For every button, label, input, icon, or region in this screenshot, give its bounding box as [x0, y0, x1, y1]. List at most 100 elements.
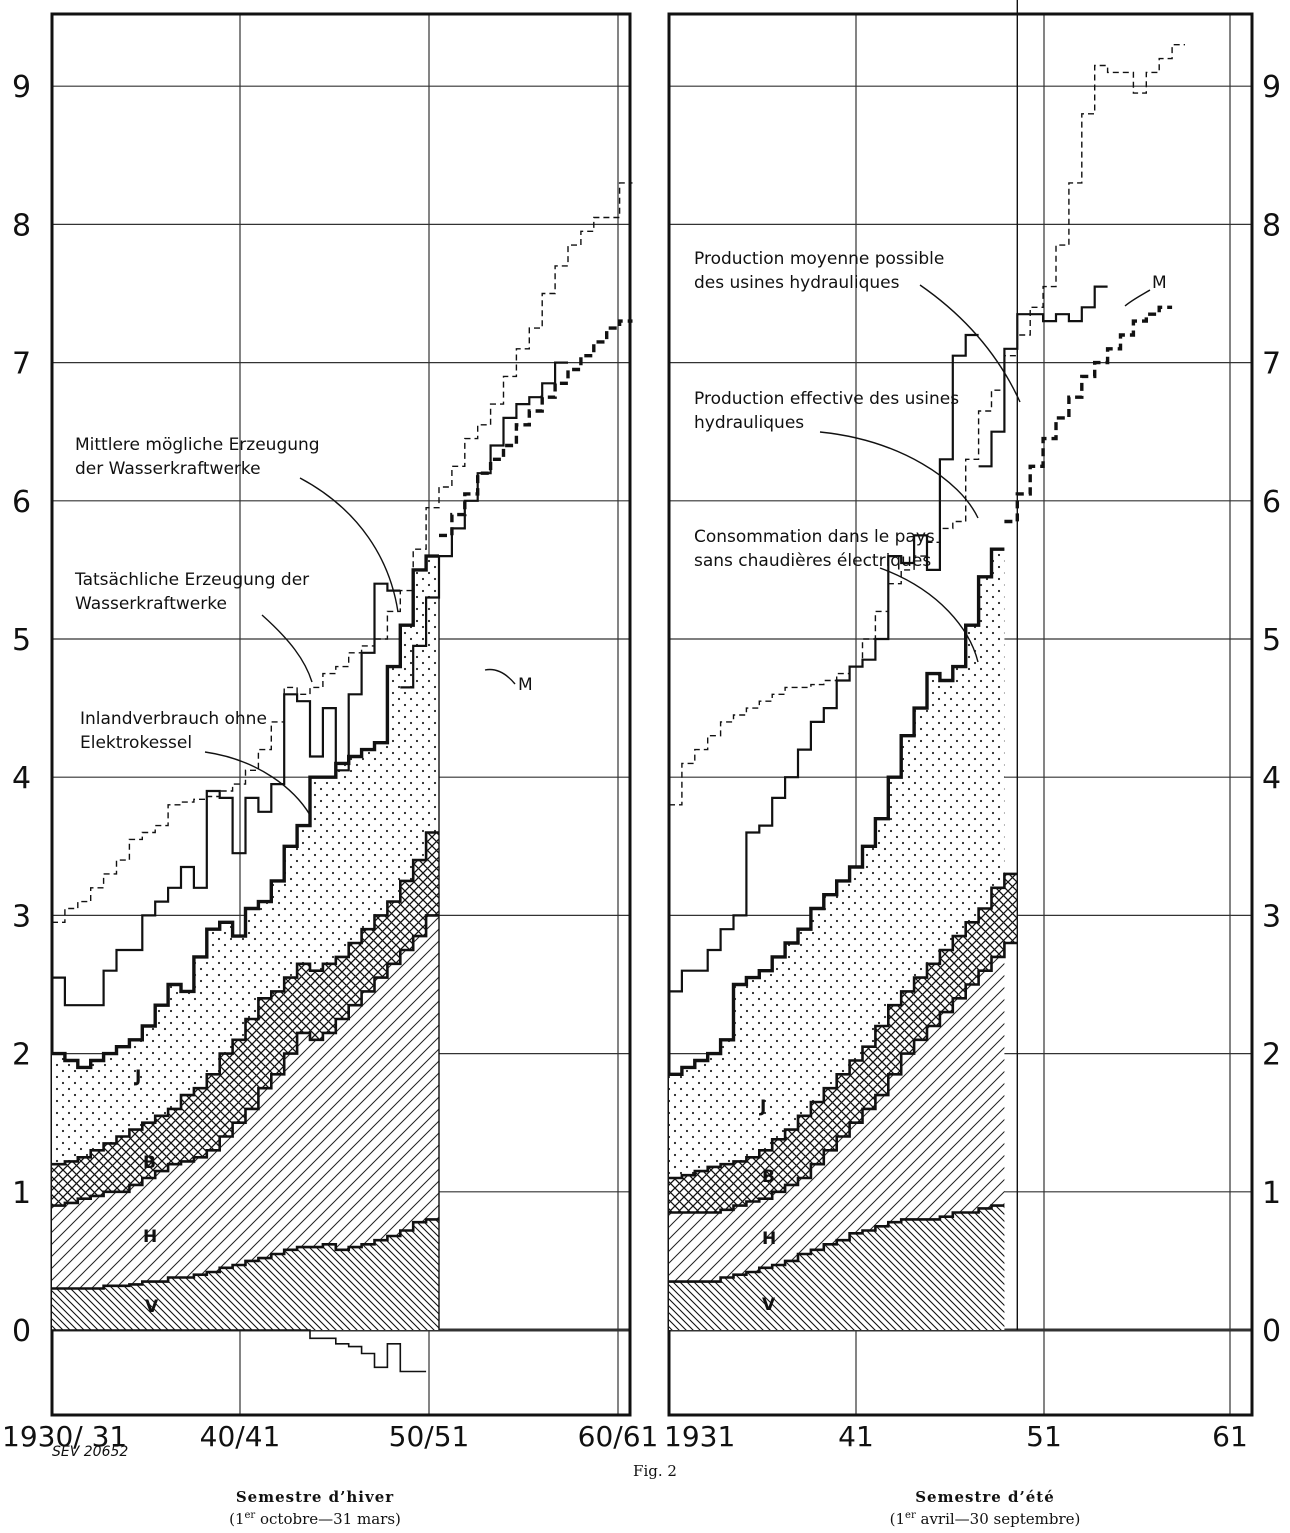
annotation-line: der Wasserkraftwerke	[75, 459, 261, 479]
y-tick-left-3: 3	[12, 899, 31, 934]
segment-label-H: H	[762, 1229, 776, 1249]
annotation-line: Tatsächliche Erzeugung der	[74, 570, 309, 590]
annotation-arrow	[819, 431, 979, 519]
line-V	[52, 1218, 439, 1290]
annotation-arrow	[204, 751, 311, 816]
annotation-arrow	[484, 668, 516, 685]
y-tick-left-1: 1	[12, 1176, 31, 1211]
segment-label-V: V	[145, 1297, 159, 1317]
y-tick-left-2: 2	[12, 1038, 31, 1073]
line-H	[52, 914, 439, 1207]
y-tick-right-8: 8	[1262, 208, 1281, 243]
annotation-3: M	[1152, 273, 1167, 293]
winter-caption-title: Semestre d’hiver	[236, 1488, 394, 1506]
annotation-line: hydrauliques	[694, 413, 804, 433]
annotation-0: Production moyenne possible des usines hy…	[694, 249, 944, 293]
y-tick-right-1: 1	[1262, 1176, 1281, 1211]
band-H	[52, 915, 439, 1289]
summer-panel: 1931 41 51 61 J B H V Production moyenne possibl…	[664, 0, 1254, 1453]
band-J	[52, 556, 439, 1165]
figure-code: SEV 20652	[52, 1444, 128, 1460]
segment-label-B: B	[762, 1167, 775, 1187]
summer-caption-open: (1	[890, 1510, 905, 1528]
y-tick-right-3: 3	[1262, 899, 1281, 934]
x-tick-2: 51	[1026, 1420, 1062, 1453]
x-tick-3: 60/61	[578, 1420, 659, 1453]
winter-caption-rest: octobre—31 mars)	[255, 1510, 401, 1528]
x-tick-0: 1930/ 31	[2, 1420, 127, 1453]
winter-caption-sub: (1er octobre—31 mars)	[229, 1510, 401, 1528]
annotation-arrow	[1124, 289, 1151, 307]
annotation-0: Mittlere mögliche Erzeugung der Wasserkra…	[75, 435, 320, 479]
y-tick-right-5: 5	[1262, 623, 1281, 658]
y-tick-right-6: 6	[1262, 485, 1281, 520]
y-tick-left-8: 8	[12, 208, 31, 243]
annotation-line: Mittlere mögliche Erzeugung	[75, 435, 320, 455]
band-H	[669, 956, 1005, 1282]
annotation-line: M	[1152, 273, 1167, 293]
summer-caption-sub: (1er avril—30 septembre)	[890, 1510, 1081, 1528]
segment-label-B: B	[143, 1153, 156, 1173]
line-H	[669, 941, 1018, 1214]
annotation-line: Inlandverbrauch ohne	[80, 709, 267, 729]
annotation-2: Consommation dans le pays sans chaudières…	[694, 527, 935, 571]
x-tick-1: 40/41	[200, 1420, 281, 1453]
y-tick-left-9: 9	[12, 70, 31, 105]
figure-label: Fig. 2	[633, 1462, 677, 1480]
segment-label-J: J	[759, 1097, 766, 1117]
annotation-line: des usines hydrauliques	[694, 273, 900, 293]
band-V	[669, 1205, 1005, 1330]
annotation-3: M	[518, 675, 533, 695]
annotation-1: Tatsächliche Erzeugung der Wasserkraftwer…	[74, 570, 309, 614]
y-tick-right-7: 7	[1262, 347, 1281, 382]
line-consumption-projection	[439, 319, 633, 538]
y-tick-right-2: 2	[1262, 1038, 1281, 1073]
line-possible	[52, 182, 633, 923]
band-J	[669, 549, 1005, 1178]
annotation-arrow	[919, 284, 1021, 403]
line-consumption	[52, 554, 439, 1070]
y-tick-left-6: 6	[12, 485, 31, 520]
annotation-line: sans chaudières électriques	[694, 551, 931, 571]
y-tick-left-5: 5	[12, 623, 31, 658]
line-effective-M	[978, 285, 1108, 468]
segment-label-J: J	[134, 1067, 141, 1087]
y-tick-right-0: 0	[1262, 1314, 1281, 1349]
annotation-line: Wasserkraftwerke	[75, 594, 227, 614]
winter-caption-open: (1	[229, 1510, 244, 1528]
y-axis-left-ticks: 0 1 2 3 4 5 6 7 8 9	[12, 70, 31, 1349]
y-tick-right-4: 4	[1262, 761, 1281, 796]
summer-caption-title: Semestre d’été	[915, 1488, 1055, 1506]
line-effective	[52, 582, 401, 1007]
annotation-line: M	[518, 675, 533, 695]
y-tick-left-7: 7	[12, 347, 31, 382]
line-B	[52, 831, 439, 1166]
annotation-line: Consommation dans le pays	[694, 527, 935, 547]
y-tick-left-4: 4	[12, 761, 31, 796]
panel-frame	[50, 12, 632, 1417]
line-possible	[669, 44, 1185, 806]
band-V	[52, 1219, 439, 1330]
annotation-arrow	[299, 477, 399, 613]
segment-label-V: V	[762, 1295, 776, 1315]
annotation-2: Inlandverbrauch ohne Elektrokessel	[80, 709, 267, 753]
annotation-arrow	[879, 567, 979, 663]
line-consumption-projection	[1004, 305, 1173, 524]
annotation-1: Production effective des usines hydrauliq…	[694, 389, 959, 433]
x-tick-2: 50/51	[389, 1420, 470, 1453]
annotation-line: Production moyenne possible	[694, 249, 944, 269]
annotation-line: Elektrokessel	[80, 733, 192, 753]
winter-caption-sup: er	[245, 1510, 256, 1521]
line-B	[669, 872, 1018, 1180]
line-consumption	[669, 547, 1005, 1076]
x-tick-1: 41	[838, 1420, 874, 1453]
band-B	[669, 873, 1018, 1213]
summer-caption-sup: er	[905, 1510, 916, 1521]
y-axis-right-ticks: 0 1 2 3 4 5 6 7 8 9	[1262, 70, 1281, 1349]
line-effective-M	[400, 361, 568, 689]
line-below-zero	[52, 1329, 427, 1373]
x-tick-0: 1931	[664, 1420, 735, 1453]
x-tick-3: 61	[1212, 1420, 1248, 1453]
line-V	[669, 1204, 1005, 1283]
